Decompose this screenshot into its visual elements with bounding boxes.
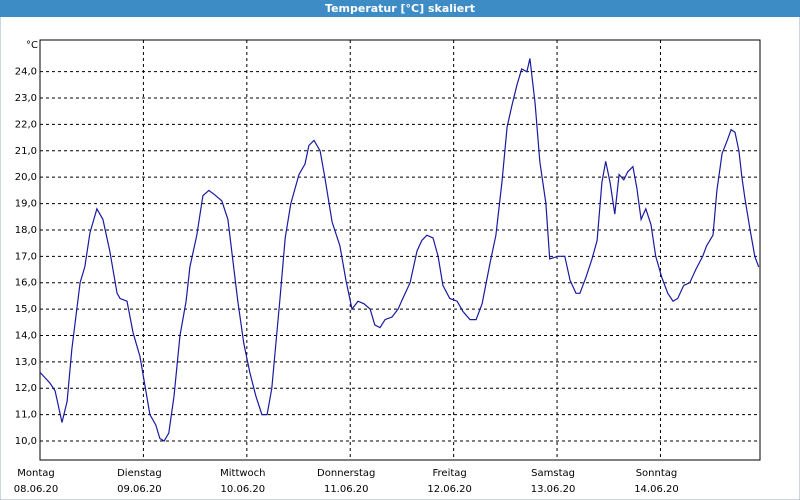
x-tick-date: 08.06.20 (14, 484, 59, 495)
y-tick-label: 15,0 (15, 304, 37, 315)
y-tick-label: 13,0 (15, 357, 37, 368)
y-tick-label: 24,0 (15, 67, 37, 78)
y-tick-label: 21,0 (15, 146, 37, 157)
x-tick-date: 09.06.20 (117, 484, 162, 495)
x-tick-date: 13.06.20 (531, 484, 576, 495)
x-tick-date: 11.06.20 (324, 484, 369, 495)
y-tick-label: 20,0 (15, 172, 37, 183)
y-tick-label: 10,0 (15, 436, 37, 447)
x-tick-label: Dienstag (117, 468, 162, 479)
title-bar (0, 0, 800, 17)
x-tick-date: 14.06.20 (634, 484, 679, 495)
x-tick-label: Mittwoch (220, 468, 265, 479)
x-tick-label: Samstag (531, 468, 575, 479)
x-tick-label: Freitag (433, 468, 467, 479)
x-tick-date: 10.06.20 (221, 484, 266, 495)
y-tick-label: 17,0 (15, 251, 37, 262)
x-tick-label: Sonntag (636, 468, 678, 479)
y-tick-label: 14,0 (15, 330, 37, 341)
y-unit: °C (26, 40, 38, 51)
y-tick-label: 12,0 (15, 383, 37, 394)
x-tick-label: Montag (17, 468, 54, 479)
y-tick-label: 19,0 (15, 199, 37, 210)
plot-area (39, 39, 761, 461)
y-tick-label: 16,0 (15, 278, 37, 289)
chart-title: Temperatur [°C] skaliert (325, 2, 475, 15)
y-tick-label: 23,0 (15, 93, 37, 104)
x-tick-date: 12.06.20 (427, 484, 472, 495)
y-tick-label: 18,0 (15, 225, 37, 236)
temperature-line (39, 58, 760, 442)
y-tick-label: 22,0 (15, 119, 37, 130)
x-tick-label: Donnerstag (317, 468, 375, 479)
y-tick-label: 11,0 (15, 410, 37, 421)
